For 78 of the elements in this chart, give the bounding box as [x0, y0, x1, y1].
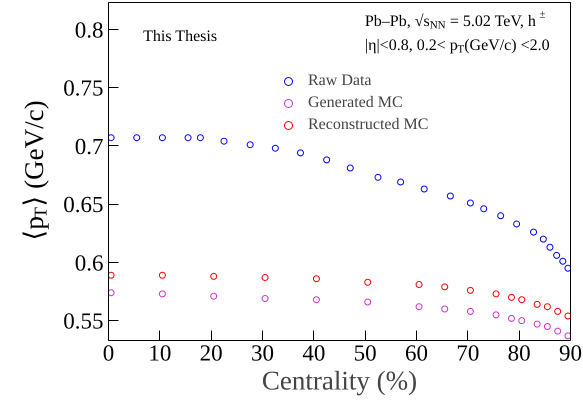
- point: [559, 258, 566, 265]
- point: [272, 144, 279, 152]
- point: [564, 312, 570, 320]
- point: [466, 308, 474, 315]
- point: [508, 314, 515, 322]
- x-tick-label: 70: [456, 340, 480, 366]
- x-tick-label: 80: [508, 340, 531, 366]
- point: [108, 289, 115, 296]
- point: [564, 264, 570, 272]
- point: [108, 272, 115, 279]
- point: [420, 185, 428, 192]
- point: [441, 283, 448, 290]
- point: [323, 156, 330, 164]
- point: [312, 275, 320, 282]
- y-tick-label: 0.55: [63, 308, 104, 334]
- point: [530, 228, 538, 236]
- y-tick-label: 0.65: [63, 192, 104, 218]
- x-tick-label: 40: [302, 340, 326, 366]
- x-tick-label: 0: [102, 340, 114, 366]
- point: [508, 294, 515, 301]
- point: [184, 134, 192, 142]
- point: [312, 296, 320, 304]
- point: [158, 134, 166, 142]
- point: [544, 323, 551, 330]
- x-tick-label: 50: [354, 340, 377, 366]
- point: [446, 192, 454, 200]
- legend-label: Reconstructed MC: [308, 115, 428, 135]
- legend-label: Generated MC: [308, 93, 403, 113]
- point: [220, 138, 228, 145]
- point: [553, 252, 560, 259]
- point: [210, 292, 218, 300]
- x-tick-label: 10: [148, 340, 172, 366]
- point: [480, 205, 488, 212]
- point: [108, 134, 115, 142]
- point: [497, 212, 504, 220]
- point: [518, 296, 526, 304]
- point: [416, 303, 423, 310]
- legend-label: Raw Data: [308, 71, 372, 91]
- x-axis-title: Centrality (%): [262, 366, 418, 396]
- point: [246, 141, 254, 148]
- point: [416, 281, 423, 288]
- point: [441, 306, 448, 313]
- point: [262, 274, 269, 282]
- point: [492, 311, 500, 318]
- point: [210, 272, 218, 280]
- x-tick-label: 60: [405, 340, 428, 366]
- point: [534, 300, 541, 308]
- point: [544, 303, 551, 310]
- point: [554, 328, 562, 335]
- point: [374, 174, 382, 181]
- point: [296, 149, 304, 156]
- point: [492, 290, 500, 298]
- point: [364, 278, 372, 286]
- point: [466, 286, 474, 294]
- point: [196, 134, 204, 142]
- point: [158, 290, 166, 298]
- x-tick-label: 30: [251, 340, 274, 366]
- y-axis-title: ⟨pT⟩ (GeV/c): [18, 100, 51, 241]
- annotation: This Thesis: [143, 28, 218, 45]
- point: [540, 236, 547, 243]
- point: [534, 320, 541, 328]
- y-tick-label: 0.75: [63, 76, 104, 101]
- point: [262, 295, 269, 302]
- point: [346, 164, 354, 172]
- point: [466, 199, 474, 206]
- point: [397, 178, 404, 186]
- x-tick-label: 20: [200, 340, 223, 366]
- y-tick-label: 0.6: [74, 250, 104, 276]
- point: [554, 308, 562, 315]
- y-tick-label: 0.8: [74, 17, 104, 42]
- point: [518, 317, 526, 324]
- point: [546, 244, 554, 251]
- point: [158, 272, 166, 279]
- point: [513, 220, 520, 228]
- x-tick-label: 90: [559, 340, 582, 366]
- y-tick-label: 0.7: [74, 134, 104, 159]
- point: [133, 134, 140, 142]
- point: [364, 298, 372, 306]
